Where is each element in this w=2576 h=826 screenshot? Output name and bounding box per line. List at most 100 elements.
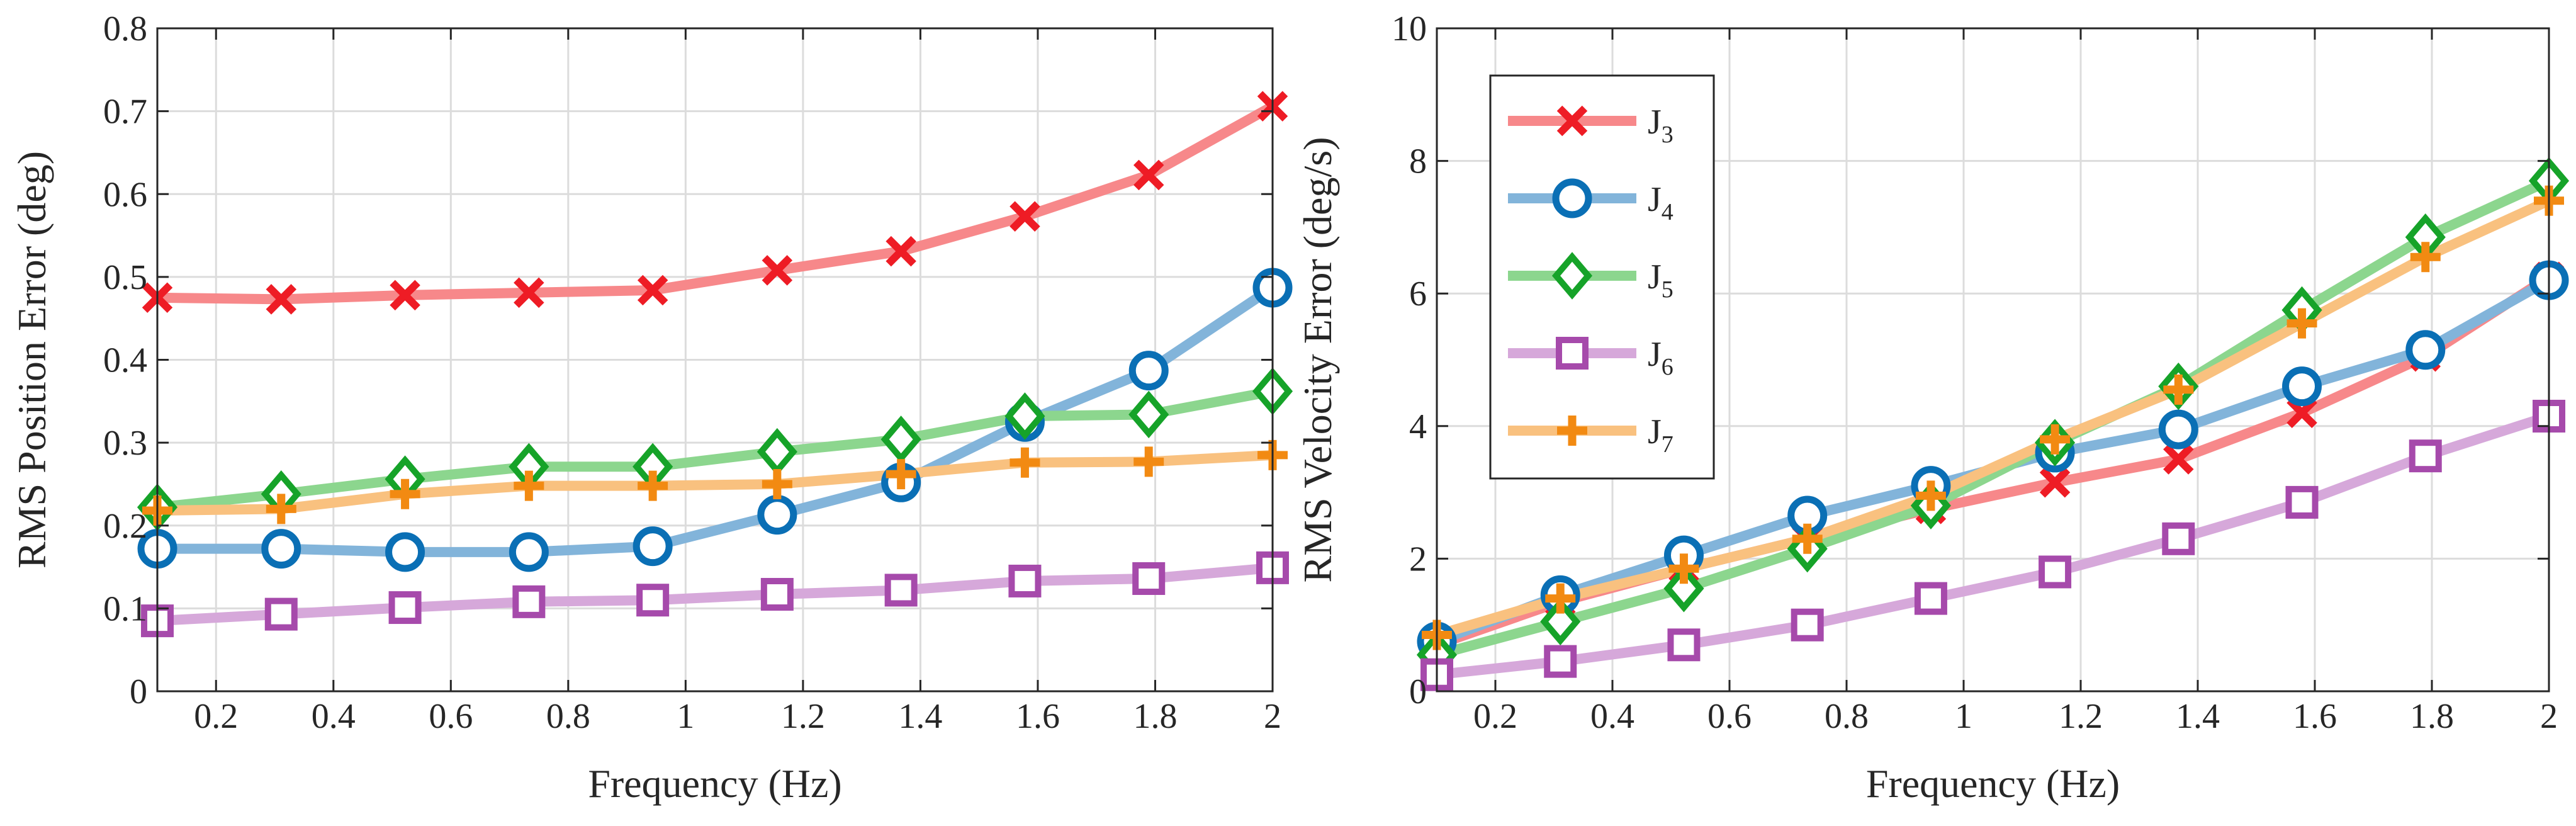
velocity-ytick-label-1: 2 [1409,540,1427,579]
velocity-j6-point-8 [2409,439,2442,473]
position-j3-point-7 [1010,201,1040,232]
position-xtick-label-0: 0.2 [194,697,238,736]
velocity-xtick-label-4: 1 [1955,697,1972,736]
velocity-xtick-label-7: 1.6 [2293,697,2337,736]
velocity-j7-point-7 [2286,308,2317,339]
velocity-xtick-label-3: 0.8 [1825,697,1869,736]
position-j6-point-6 [884,574,918,607]
velocity-j7-point-5 [2040,424,2071,455]
position-j3-point-3 [514,277,544,308]
velocity-axes-box [1436,27,2550,693]
position-j3-point-6 [886,235,916,267]
position-j3-point-1 [266,284,297,315]
velocity-ytick-label-2: 4 [1409,407,1427,446]
position-xtick-label-7: 1.6 [1016,697,1060,736]
position-j3-point-8 [1133,159,1164,191]
velocity-j3-point-5 [2039,467,2071,498]
position-ytick-label-5: 0.5 [103,258,147,297]
velocity-ytick-label-0: 0 [1409,672,1427,711]
position-ytick-label-6: 0.6 [103,175,147,214]
position-xtick-label-8: 1.8 [1133,697,1177,736]
position-series-j6-line [152,562,1278,626]
velocity-j5-point-1 [1540,597,1581,646]
position-series-j5-line [152,386,1278,512]
position-series-j7-line [152,450,1278,516]
position-ytick-label-3: 0.3 [103,424,147,463]
velocity-j6-point-6 [2162,522,2195,555]
legend-marker-j6 [1556,337,1589,370]
velocity-series-j6-line [1432,411,2554,680]
position-j4-point-1 [261,529,301,569]
velocity-series-j5-line [1432,176,2554,660]
velocity-j6-point-3 [1791,608,1824,642]
velocity-ytick-label-5: 10 [1392,9,1427,48]
position-xtick-label-2: 0.6 [429,697,473,736]
position-j6-point-1 [264,597,298,631]
legend-subscript-j3: 3 [1662,122,1673,148]
position-j6-point-2 [388,591,422,625]
velocity-j7-point-6 [2163,374,2194,405]
position-xtick-label-3: 0.8 [546,697,590,736]
position-j4-point-8 [1128,351,1169,391]
position-j7-point-7 [1010,447,1040,478]
velocity-xtick-label-0: 0.2 [1473,697,1517,736]
velocity-j6-point-5 [2039,555,2072,589]
velocity-ytick-label-3: 6 [1409,274,1427,314]
velocity-j7-point-8 [2410,242,2441,273]
position-ytick-label-1: 0.1 [103,589,147,628]
position-xtick-label-6: 1.4 [898,697,942,736]
position-j3-point-4 [637,274,668,306]
position-j6-point-4 [636,584,670,617]
position-ytick-label-2: 0.2 [103,507,147,546]
velocity-j3-point-7 [2286,397,2317,428]
velocity-xtick-label-1: 0.4 [1590,697,1634,736]
position-ytick-label-7: 0.7 [103,93,147,132]
legend-marker-j3 [1556,105,1588,137]
velocity-xtick-label-6: 1.4 [2176,697,2220,736]
legend-subscript-j7: 7 [1662,431,1673,458]
position-ylabel: RMS Position Error (deg) [9,151,54,569]
position-j3-point-5 [762,255,793,286]
velocity-j7-point-4 [1915,480,1946,511]
velocity-j6-point-1 [1544,645,1577,678]
legend-marker-j5 [1551,252,1593,300]
position-j7-point-1 [266,494,296,524]
position-j4-point-5 [757,495,797,535]
legend-label-j7: J7 [1648,412,1673,458]
position-j4-point-4 [633,526,673,567]
position-j7-point-8 [1133,446,1164,477]
legend-marker-j7 [1557,416,1587,446]
velocity-xtick-label-5: 1.2 [2059,697,2103,736]
velocity-xlabel: Frequency (Hz) [1866,761,2120,806]
position-j7-point-3 [514,470,544,501]
position-j7-point-2 [390,478,420,509]
velocity-j4-point-7 [2282,366,2322,407]
position-j5-point-6 [880,416,921,463]
position-j3-point-2 [390,280,420,311]
velocity-j7-point-1 [1545,583,1576,614]
position-j7-point-5 [762,468,792,499]
position-j7-point-6 [886,459,916,490]
position-j4-point-2 [385,532,425,572]
velocity-j4-point-6 [2158,409,2198,450]
velocity-j3-point-6 [2163,444,2194,475]
position-ytick-label-8: 0.8 [103,9,147,48]
velocity-j7-point-3 [1792,523,1823,554]
position-series-j3-line [152,101,1278,305]
legend-subscript-j6: 6 [1662,354,1673,380]
velocity-error-chart: 0.2 0.4 0.6 0.8 1 1.2 1.4 1.6 1.8 2 0 2 4 6 8 10 Frequen… [1295,9,2570,806]
velocity-j7-point-2 [1668,553,1699,584]
velocity-j5-point-2 [1663,565,1704,613]
position-xtick-label-1: 0.4 [312,697,356,736]
position-j4-point-3 [509,532,549,572]
position-xtick-label-9: 2 [1264,697,1281,736]
velocity-j4-point-8 [2405,330,2446,370]
position-ytick-label-0: 0 [130,672,147,711]
position-xtick-label-5: 1.2 [781,697,825,736]
position-xlabel: Frequency (Hz) [588,761,841,806]
velocity-series-j7-line [1432,195,2554,640]
position-xtick-label-4: 1 [677,697,694,736]
position-j5-point-8 [1128,390,1169,439]
velocity-j6-point-2 [1667,628,1701,662]
